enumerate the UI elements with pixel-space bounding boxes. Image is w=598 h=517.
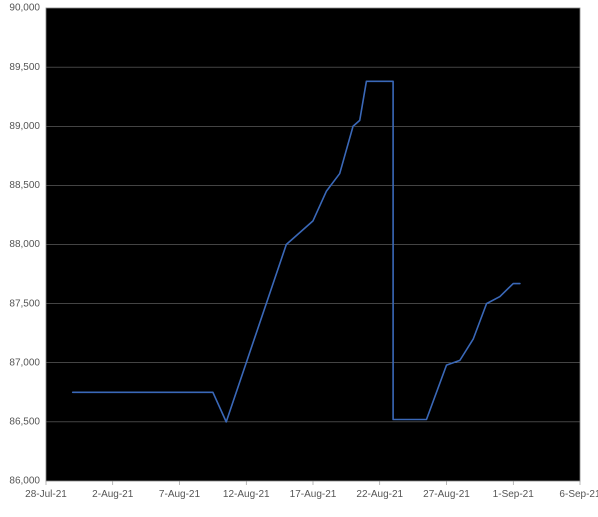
xtick-label: 7-Aug-21	[159, 489, 201, 500]
xtick-label: 2-Aug-21	[92, 489, 134, 500]
ytick-label: 88,500	[9, 180, 40, 191]
xtick-label: 1-Sep-21	[493, 489, 535, 500]
xtick-label: 6-Sep-21	[559, 489, 598, 500]
ytick-label: 86,000	[9, 476, 40, 487]
xtick-label: 12-Aug-21	[223, 489, 270, 500]
ytick-label: 89,500	[9, 62, 40, 73]
ytick-label: 88,000	[9, 239, 40, 250]
ytick-label: 89,000	[9, 121, 40, 132]
xtick-label: 22-Aug-21	[356, 489, 403, 500]
ytick-label: 90,000	[9, 3, 40, 14]
line-chart: 86,000 86,500 87,000 87,500 88,000 88,500 89,0…	[0, 0, 598, 517]
ytick-label: 87,000	[9, 357, 40, 368]
xtick-label: 27-Aug-21	[423, 489, 470, 500]
xtick-label: 17-Aug-21	[290, 489, 337, 500]
ytick-label: 87,500	[9, 298, 40, 309]
chart-svg: 86,000 86,500 87,000 87,500 88,000 88,500 89,0…	[0, 0, 598, 517]
ytick-label: 86,500	[9, 417, 40, 428]
xtick-label: 28-Jul-21	[25, 489, 67, 500]
